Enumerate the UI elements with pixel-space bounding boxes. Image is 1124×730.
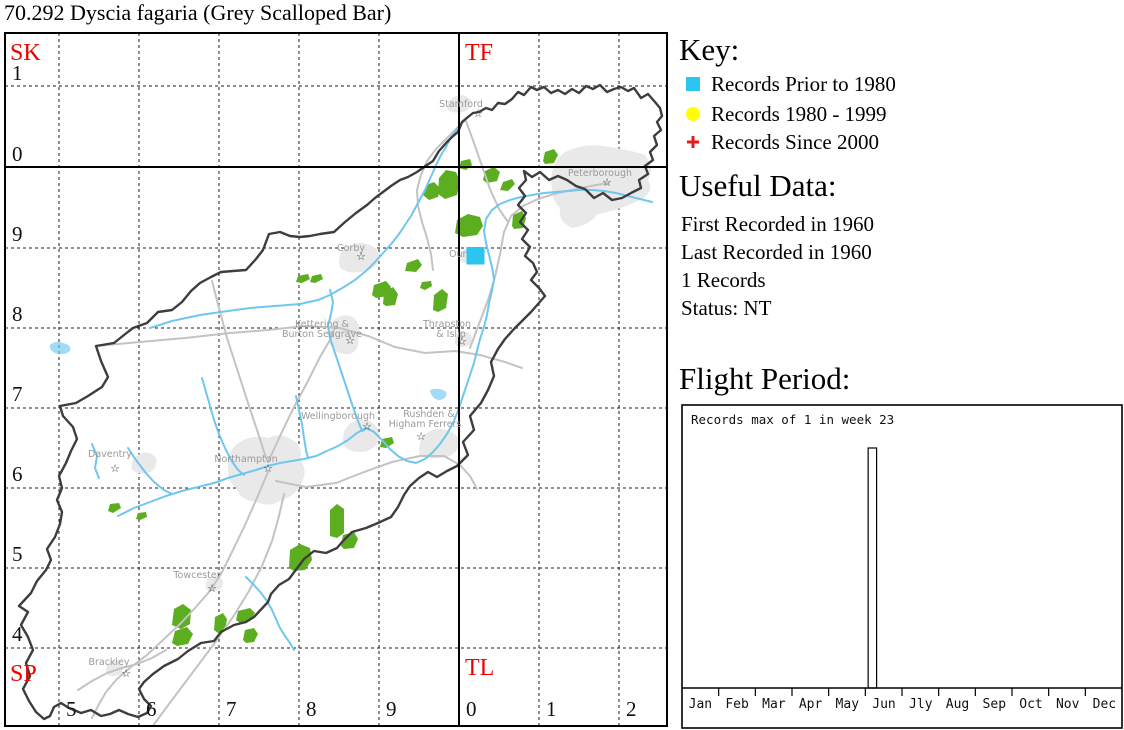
town-label: Kettering &: [295, 319, 350, 330]
legend-plus-icon: [687, 136, 699, 148]
col-label: 2: [626, 697, 637, 721]
row-label: 9: [12, 222, 23, 246]
town-label: Daventry: [88, 449, 132, 460]
roads: [77, 120, 609, 726]
record-count-line: 1 Records: [681, 268, 766, 292]
month-label: Apr: [799, 697, 823, 712]
flight-period-heading: Flight Period:: [679, 361, 851, 396]
town-star-icon: ☆: [602, 176, 612, 189]
legend-square-icon: [686, 77, 700, 91]
flight-bar-week-23: [867, 447, 878, 689]
last-recorded-line: Last Recorded in 1960: [681, 240, 872, 264]
rivers: [49, 116, 653, 651]
key-heading: Key:: [679, 32, 740, 67]
county-boundary: [17, 83, 664, 721]
town-label: Corby: [337, 243, 365, 254]
row-label: 7: [12, 382, 23, 406]
town-label: Stamford: [439, 99, 483, 110]
town-star-icon: ☆: [356, 250, 366, 263]
month-label: Feb: [725, 697, 749, 712]
x-axis-ticks: [718, 688, 1086, 696]
town-star-icon: ☆: [207, 582, 217, 595]
town-star-icon: ☆: [473, 107, 483, 120]
town-label: Thrapston: [422, 319, 471, 330]
town-star-icon: ☆: [345, 334, 355, 347]
col-label: 7: [226, 697, 237, 721]
legend-item-1980-1999: Records 1980 - 1999: [686, 101, 887, 126]
month-label: Oct: [1019, 697, 1042, 712]
col-label: 5: [66, 697, 77, 721]
col-label: 6: [146, 697, 157, 721]
month-label: Jly: [909, 697, 933, 712]
col-label: 9: [386, 697, 397, 721]
legend-item-since2000: Records Since 2000: [686, 129, 879, 154]
col-label: 0: [466, 697, 477, 721]
town-label: Oundle: [449, 249, 483, 260]
row-label: 4: [12, 622, 23, 646]
month-label: Dec: [1093, 697, 1116, 712]
map-grid-solid: [5, 33, 667, 726]
month-labels: Jan Feb Mar Apr May Jun Jly Aug Sep Oct …: [689, 697, 1116, 712]
distribution-map: Stamford ☆ Peterborough ☆ Oundle Corby ☆…: [4, 32, 668, 727]
town-labels: Stamford ☆ Peterborough ☆ Oundle Corby ☆…: [88, 99, 632, 680]
flight-period-chart: Records max of 1 in week 23 Jan Feb Mar …: [681, 404, 1123, 729]
grid-letter-tf: TF: [465, 40, 493, 66]
month-label: Aug: [946, 697, 969, 712]
month-label: Mar: [762, 697, 786, 712]
row-label: 5: [12, 542, 23, 566]
month-label: Nov: [1056, 697, 1080, 712]
row-label: 0: [12, 142, 23, 166]
town-star-icon: ☆: [416, 430, 426, 443]
town-star-icon: ☆: [121, 667, 131, 680]
grid-letter-tl: TL: [465, 655, 494, 681]
town-label: Northampton: [214, 454, 277, 465]
flight-bars: [867, 447, 878, 689]
town-star-icon: ☆: [110, 462, 120, 475]
grid-letter-sk: SK: [10, 40, 41, 66]
legend-label: Records Prior to 1980: [711, 71, 896, 96]
town-star-icon: ☆: [263, 462, 273, 475]
page-title: 70.292 Dyscia fagaria (Grey Scalloped Ba…: [4, 0, 392, 25]
town-label: Wellingborough: [301, 411, 375, 422]
month-label: May: [836, 697, 860, 712]
grid-letter-sp: SP: [10, 661, 37, 687]
month-label: Jan: [689, 697, 712, 712]
chart-note: Records max of 1 in week 23: [691, 412, 894, 427]
month-label: Jun: [872, 697, 895, 712]
town-label: Brackley: [88, 657, 129, 668]
status-line: Status: NT: [681, 296, 772, 320]
town-label: Higham Ferrers: [389, 419, 462, 430]
town-label: & Islip: [436, 329, 466, 340]
town-star-icon: ☆: [457, 335, 467, 348]
row-label: 6: [12, 462, 23, 486]
chart-border: [681, 404, 1123, 729]
town-label: Towcester: [172, 570, 220, 581]
legend-circle-icon: [686, 107, 700, 121]
legend-label: Records 1980 - 1999: [711, 101, 887, 126]
col-label: 8: [306, 697, 317, 721]
useful-data-heading: Useful Data:: [679, 168, 837, 203]
row-label: 1: [12, 61, 23, 85]
town-label: Burton Seagrave: [282, 329, 362, 340]
month-label: Sep: [983, 697, 1007, 712]
town-star-icon: ☆: [362, 420, 372, 433]
map-border: [4, 32, 668, 727]
legend-label: Records Since 2000: [711, 129, 879, 154]
record-marker-square: [466, 247, 485, 265]
row-label: 8: [12, 302, 23, 326]
grid-labels: SK TF SP TL 1 0 9 8 7 6 5 4 5 6 7 8 9 0 …: [10, 40, 637, 721]
town-label: Peterborough: [568, 168, 632, 179]
map-grid-dashed: [5, 33, 667, 726]
first-recorded-line: First Recorded in 1960: [681, 212, 875, 236]
legend-item-pre1980: Records Prior to 1980: [686, 71, 896, 96]
col-label: 1: [546, 697, 557, 721]
town-label: Rushden &: [403, 409, 455, 420]
